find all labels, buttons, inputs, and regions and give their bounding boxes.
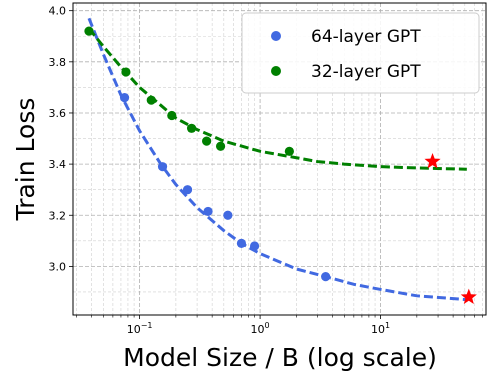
data-point-64-layer: [321, 272, 331, 282]
y-tick-label: 3.2: [49, 209, 67, 222]
y-tick-label: 3.8: [49, 56, 67, 69]
data-point-64-layer: [249, 241, 260, 251]
plot-frame: [72, 2, 487, 316]
y-tick-label: 4.0: [49, 5, 67, 18]
predicted-star-64-layer: [460, 288, 477, 304]
y-axis: 3.0 3.2 3.4 3.6 3.8 4.0: [49, 5, 73, 273]
x-tick-label: 100: [251, 321, 270, 336]
legend: 64-layer GPT 32-layer GPT: [241, 12, 480, 94]
data-point-32-layer: [146, 95, 156, 105]
x-tick-label: 101: [371, 321, 390, 336]
legend-marker-32-layer: [271, 66, 281, 76]
data-point-64-layer: [203, 206, 213, 217]
legend-label-64-layer: 64-layer GPT: [311, 27, 421, 47]
x-tick-label: 10−1: [127, 321, 153, 336]
data-point-64-layer: [119, 93, 130, 103]
data-point-32-layer: [121, 67, 131, 77]
data-point-32-layer: [284, 146, 294, 156]
major-grid: [73, 3, 486, 315]
predicted-markers: [424, 153, 477, 304]
data-points: [84, 26, 331, 282]
data-point-32-layer: [186, 123, 197, 133]
legend-box: [241, 12, 480, 94]
y-tick-label: 3.0: [49, 260, 67, 273]
fit-curve-64-layer: [87, 17, 467, 302]
data-point-32-layer: [202, 136, 212, 146]
predicted-star-32-layer: [424, 153, 441, 169]
data-point-64-layer: [236, 238, 247, 248]
y-tick-label: 3.4: [49, 158, 67, 171]
x-axis: 10−1 100 101: [76, 315, 483, 336]
data-point-32-layer: [84, 26, 94, 36]
x-axis-label: Model Size / B (log scale): [123, 343, 437, 372]
data-point-64-layer: [157, 162, 168, 172]
y-tick-label: 3.6: [49, 107, 67, 120]
legend-marker-64-layer: [271, 31, 281, 41]
y-axis-label: Train Loss: [11, 98, 40, 222]
data-point-32-layer: [215, 141, 226, 151]
data-point-64-layer: [182, 185, 193, 195]
legend-label-32-layer: 32-layer GPT: [311, 62, 421, 82]
data-point-64-layer: [223, 210, 233, 220]
data-point-32-layer: [167, 110, 177, 121]
